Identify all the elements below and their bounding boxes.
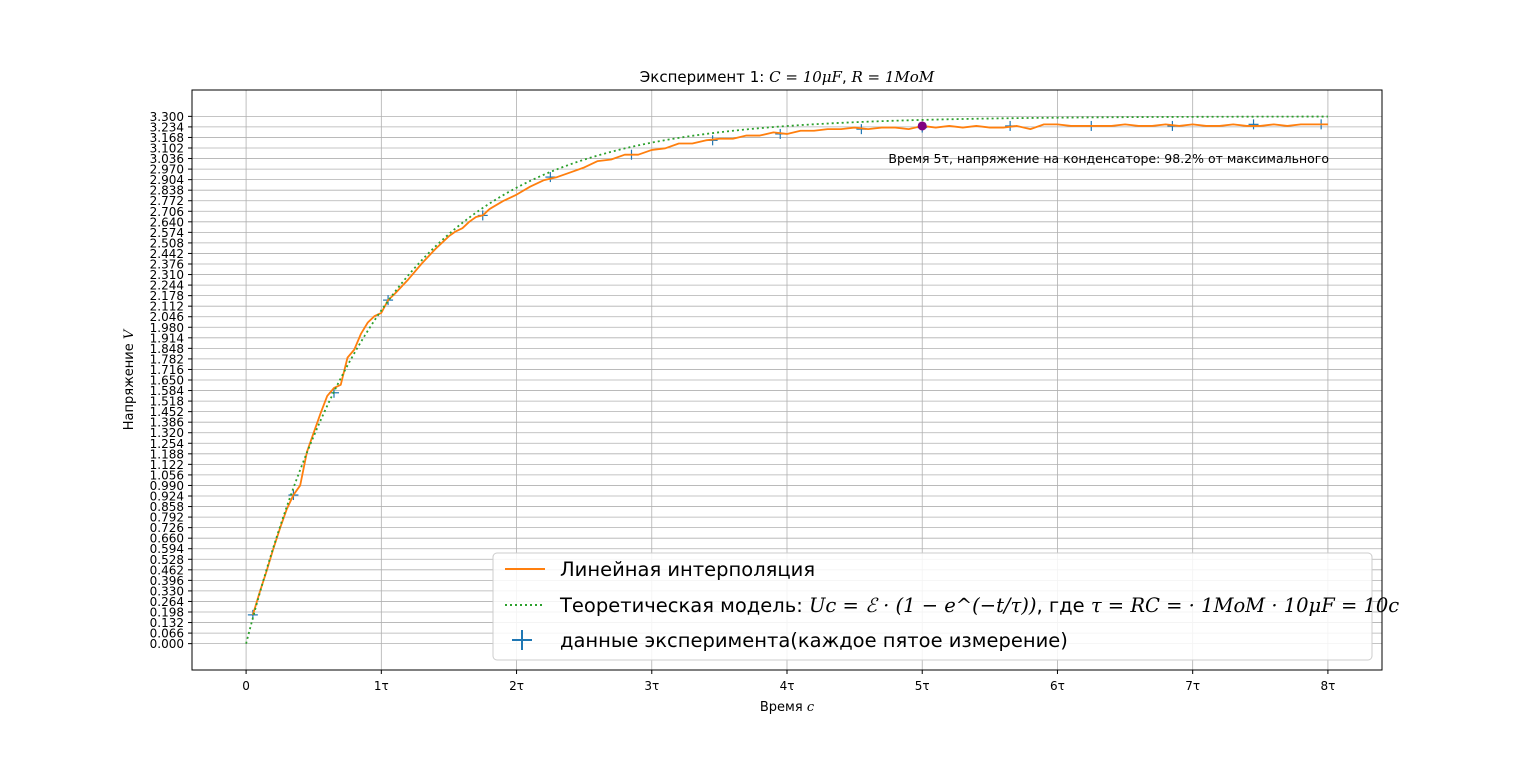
y-tick-label: 2.706 xyxy=(150,205,184,219)
x-tick-label: 4τ xyxy=(780,679,795,693)
x-axis-label: Время c xyxy=(760,700,815,715)
legend-label-experiment: данные эксперимента(каждое пятое измерен… xyxy=(560,629,1068,652)
legend-swatch-experiment xyxy=(512,630,532,650)
x-tick-label: 2τ xyxy=(509,679,524,693)
y-tick-label: 2.838 xyxy=(150,184,184,198)
y-tick-label: 0.528 xyxy=(150,553,184,567)
y-tick-label: 3.234 xyxy=(150,120,184,134)
y-tick-label: 0.000 xyxy=(150,637,184,651)
x-tick-label: 6τ xyxy=(1050,679,1065,693)
experiment-data-point xyxy=(1248,119,1259,130)
axis-ticks: 0 1τ 2τ 3τ 4τ 5τ 6τ 7τ 8τ 0.0000.0660.1320.1980.2… xyxy=(150,110,1336,693)
y-tick-label: 0.594 xyxy=(150,542,184,556)
y-tick-label: 1.056 xyxy=(150,468,184,482)
y-tick-label: 1.782 xyxy=(150,352,184,366)
y-tick-label: 3.300 xyxy=(150,110,184,124)
y-tick-label: 2.574 xyxy=(150,226,184,240)
y-tick-label: 1.188 xyxy=(150,447,184,461)
y-tick-label: 1.122 xyxy=(150,458,184,472)
y-tick-label: 0.990 xyxy=(150,479,184,493)
legend-label-theory: Теоретическая модель: Uc = ℰ · (1 − e^(−… xyxy=(559,594,1399,617)
y-tick-label: 2.772 xyxy=(150,194,184,208)
chart-title: Эксперимент 1: C = 10μF, R = 1MoM xyxy=(640,68,935,86)
annotation-label: Время 5τ, напряжение на конденсаторе: 98… xyxy=(888,151,1329,166)
y-tick-label: 0.330 xyxy=(150,584,184,598)
y-tick-label: 1.452 xyxy=(150,405,184,419)
y-tick-label: 1.386 xyxy=(150,416,184,430)
x-tick-label: 5τ xyxy=(915,679,930,693)
y-axis-label: Напряжение V xyxy=(122,328,137,430)
y-tick-label: 0.660 xyxy=(150,532,184,546)
y-tick-label: 0.726 xyxy=(150,521,184,535)
legend-label-interpolation: Линейная интерполяция xyxy=(560,558,815,581)
y-tick-label: 0.462 xyxy=(150,563,184,577)
y-tick-label: 2.112 xyxy=(150,300,184,314)
y-tick-label: 2.178 xyxy=(150,289,184,303)
y-tick-label: 3.102 xyxy=(150,142,184,156)
y-tick-label: 1.650 xyxy=(150,374,184,388)
y-tick-label: 2.904 xyxy=(150,173,184,187)
y-tick-label: 2.442 xyxy=(150,247,184,261)
y-tick-label: 1.980 xyxy=(150,321,184,335)
x-tick-label: 7τ xyxy=(1185,679,1200,693)
y-tick-label: 3.168 xyxy=(150,131,184,145)
y-tick-label: 2.508 xyxy=(150,236,184,250)
y-tick-label: 0.198 xyxy=(150,606,184,620)
y-tick-label: 2.376 xyxy=(150,258,184,272)
y-tick-label: 1.518 xyxy=(150,395,184,409)
y-tick-label: 0.264 xyxy=(150,595,184,609)
y-tick-label: 2.640 xyxy=(150,215,184,229)
x-tick-label: 1τ xyxy=(374,679,389,693)
legend-box xyxy=(492,552,1373,661)
y-tick-label: 1.914 xyxy=(150,331,184,345)
y-tick-label: 2.310 xyxy=(150,268,184,282)
y-tick-label: 0.066 xyxy=(150,627,184,641)
y-tick-label: 0.396 xyxy=(150,574,184,588)
x-tick-label: 3τ xyxy=(644,679,659,693)
y-tick-label: 1.848 xyxy=(150,342,184,356)
y-tick-label: 2.046 xyxy=(150,310,184,324)
y-tick-label: 0.924 xyxy=(150,490,184,504)
y-tick-label: 1.254 xyxy=(150,437,184,451)
x-tick-label: 8τ xyxy=(1320,679,1335,693)
y-tick-label: 1.716 xyxy=(150,363,184,377)
y-tick-label: 1.320 xyxy=(150,426,184,440)
legend: Линейная интерполяция Теоретическая моде… xyxy=(492,552,1399,661)
plot-area xyxy=(245,115,1328,644)
x-tick-label: 0 xyxy=(242,679,250,693)
interpolation-line xyxy=(251,123,1328,616)
y-tick-label: 1.584 xyxy=(150,384,184,398)
y-tick-label: 0.792 xyxy=(150,511,184,525)
y-tick-label: 0.132 xyxy=(150,616,184,630)
highlight-point-5tau xyxy=(917,121,927,131)
y-tick-label: 2.244 xyxy=(150,279,184,293)
y-tick-label: 3.036 xyxy=(150,152,184,166)
y-tick-label: 0.858 xyxy=(150,500,184,514)
theoretical-model-line xyxy=(245,115,1328,644)
y-tick-label: 2.970 xyxy=(150,163,184,177)
